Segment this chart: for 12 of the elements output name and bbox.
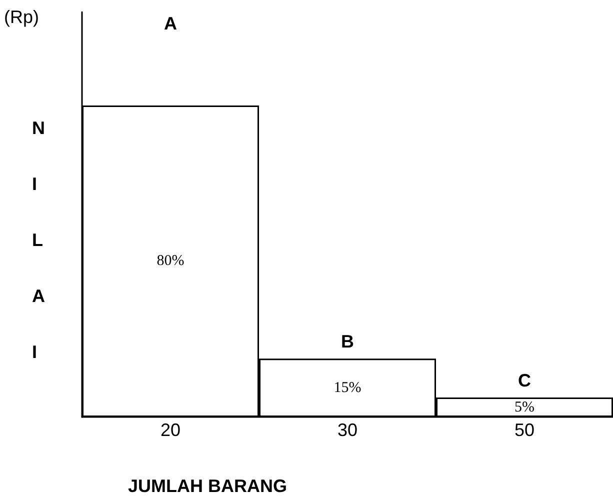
x-axis-title: JUMLAH BARANG	[128, 476, 287, 496]
data-label: 5%	[514, 399, 534, 416]
text: A	[164, 13, 177, 34]
data-label: 15%	[334, 380, 362, 396]
x-tick-label: 20	[160, 420, 181, 440]
annotation: B	[341, 332, 354, 352]
annotation: C	[518, 370, 531, 391]
x-tick-label: 50	[514, 420, 535, 440]
text: (Rp)	[4, 7, 39, 27]
text: NILAI	[32, 118, 45, 362]
x-tick-label: 30	[337, 420, 358, 440]
data-label: 80%	[156, 253, 184, 270]
